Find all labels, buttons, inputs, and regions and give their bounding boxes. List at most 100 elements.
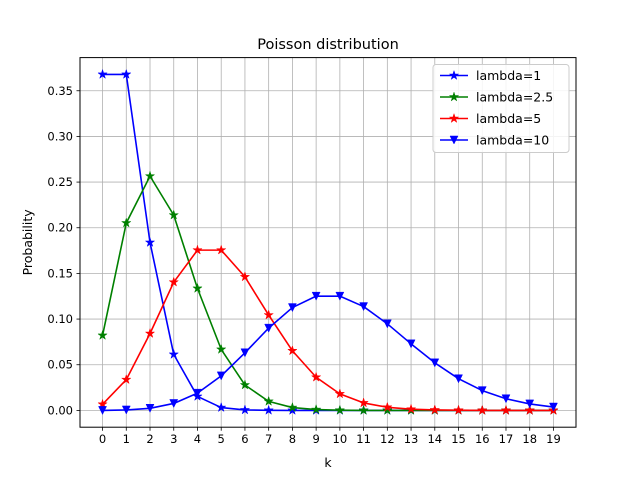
- x-tick-label: 6: [241, 432, 248, 446]
- legend-item-lambda-2-5: lambda=2.5: [440, 90, 553, 105]
- data-point-lambda-5: [358, 397, 369, 408]
- x-axis-label: k: [324, 455, 332, 470]
- data-point-lambda-10: [240, 348, 250, 358]
- data-point-lambda-1: [97, 68, 108, 79]
- data-point-lambda-10: [477, 386, 487, 396]
- series-line-lambda-5: [101, 249, 554, 412]
- data-point-lambda-10: [501, 394, 511, 404]
- data-point-lambda-5: [120, 374, 132, 385]
- data-point-lambda-1: [144, 236, 156, 247]
- x-tick-label: 0: [99, 432, 106, 446]
- x-tick-label: 15: [451, 432, 466, 446]
- data-point-lambda-10: [335, 291, 345, 301]
- x-ticks: 0 1 2 3 4 5 6 7 8 9 10 11 12 13 14 15 16 17 18 19: [99, 427, 561, 446]
- data-point-lambda-10: [121, 405, 131, 415]
- data-point-lambda-5: [476, 404, 488, 415]
- data-point-lambda-10: [549, 402, 558, 412]
- data-point-lambda-2-5: [334, 404, 346, 415]
- legend-item-lambda-1: lambda=1: [440, 68, 541, 83]
- data-point-lambda-10: [406, 339, 416, 349]
- legend-label: lambda=10: [476, 133, 549, 148]
- data-point-lambda-2-5: [215, 343, 227, 354]
- data-point-lambda-2-5: [168, 209, 180, 220]
- series-lambda-10: [98, 291, 558, 415]
- x-tick-label: 9: [312, 432, 319, 446]
- data-point-lambda-10: [359, 302, 369, 312]
- y-tick-label: 0.35: [47, 84, 73, 98]
- x-tick-label: 14: [427, 432, 442, 446]
- y-axis-label: Probability: [20, 209, 35, 276]
- data-point-lambda-10: [430, 358, 440, 368]
- data-point-lambda-10: [264, 323, 274, 333]
- x-tick-label: 13: [404, 432, 419, 446]
- data-point-lambda-10: [145, 404, 155, 413]
- y-tick-label: 0.00: [47, 403, 73, 417]
- x-tick-label: 7: [265, 432, 272, 446]
- data-point-lambda-2-5: [287, 401, 298, 413]
- data-point-lambda-2-5: [358, 404, 369, 415]
- data-point-lambda-10: [454, 374, 463, 384]
- legend-swatch-marker: [449, 135, 459, 145]
- data-point-lambda-1: [120, 68, 132, 79]
- data-point-lambda-5: [97, 398, 108, 409]
- legend-item-lambda-10: lambda=10: [440, 133, 549, 148]
- data-point-lambda-5: [500, 404, 512, 415]
- legend-label: lambda=5: [476, 111, 541, 126]
- data-point-lambda-5: [310, 371, 322, 382]
- data-point-lambda-5: [429, 404, 441, 415]
- x-tick-label: 16: [475, 432, 490, 446]
- data-point-lambda-10: [525, 399, 535, 409]
- y-ticks: 0.00 0.05 0.10 0.15 0.20 0.25 0.30 0.35: [47, 84, 80, 417]
- x-tick-label: 5: [218, 432, 225, 446]
- x-tick-label: 17: [499, 432, 514, 446]
- data-point-lambda-1: [287, 404, 298, 415]
- y-tick-label: 0.15: [47, 266, 73, 280]
- data-point-lambda-10: [382, 319, 392, 329]
- y-tick-label: 0.25: [47, 175, 73, 189]
- data-point-lambda-2-5: [239, 379, 251, 390]
- data-point-lambda-2-5: [120, 217, 132, 228]
- data-point-lambda-1: [263, 404, 274, 415]
- chart-title: Poisson distribution: [257, 37, 399, 53]
- y-tick-label: 0.20: [47, 221, 73, 235]
- legend-label: lambda=2.5: [476, 90, 553, 105]
- x-tick-label: 10: [333, 432, 348, 446]
- data-point-lambda-5: [239, 271, 251, 282]
- data-point-lambda-5: [405, 403, 417, 414]
- y-tick-label: 0.30: [47, 129, 73, 143]
- legend-item-lambda-5: lambda=5: [440, 111, 541, 126]
- legend-swatch-marker: [448, 91, 460, 102]
- data-point-lambda-10: [216, 371, 226, 381]
- data-point-lambda-10: [311, 291, 321, 301]
- data-point-lambda-2-5: [382, 404, 393, 415]
- data-point-lambda-2-5: [263, 395, 274, 406]
- x-tick-label: 11: [356, 432, 371, 446]
- data-point-lambda-5: [263, 309, 274, 320]
- legend-swatch-marker: [448, 69, 460, 81]
- data-point-lambda-1: [168, 348, 180, 359]
- data-point-lambda-1: [239, 404, 251, 415]
- x-tick-label: 12: [380, 432, 395, 446]
- x-tick-label: 18: [522, 432, 537, 446]
- x-tick-label: 3: [170, 432, 177, 446]
- data-point-lambda-2-5: [310, 403, 322, 415]
- data-point-lambda-5: [168, 276, 180, 287]
- data-point-lambda-5: [382, 401, 393, 412]
- data-point-lambda-5: [144, 327, 156, 339]
- data-point-lambda-2-5: [97, 329, 108, 340]
- data-point-lambda-5: [192, 244, 203, 255]
- data-point-lambda-2-5: [144, 170, 156, 181]
- data-point-lambda-10: [287, 303, 297, 313]
- grid: [80, 57, 576, 428]
- data-point-lambda-10: [193, 388, 202, 398]
- legend: lambda=1 lambda=2.5 lambda=5 lambda=10: [432, 64, 570, 153]
- series-group: [97, 68, 559, 415]
- data-point-lambda-5: [453, 404, 464, 415]
- legend-swatch-marker: [448, 112, 460, 124]
- data-point-lambda-10: [98, 406, 107, 415]
- x-tick-label: 19: [546, 432, 561, 446]
- x-tick-label: 4: [194, 432, 201, 446]
- data-point-lambda-5: [215, 244, 227, 255]
- series-line-lambda-10: [102, 295, 554, 412]
